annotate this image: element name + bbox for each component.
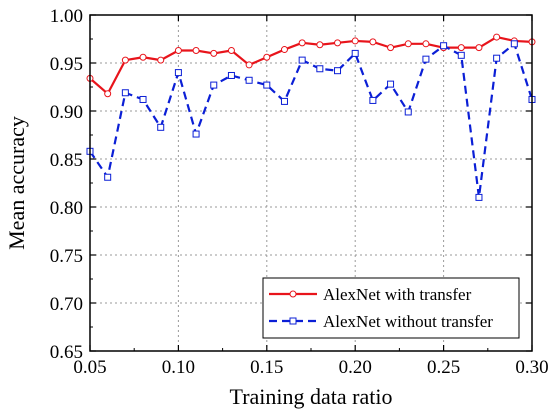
axis-ticks: 0.05 0.10 0.15 0.20 0.25 0.30 0.65 0.70 0.75 0.80… bbox=[50, 6, 549, 378]
data-point bbox=[457, 51, 465, 59]
series-layer bbox=[86, 33, 536, 201]
y-tick-label: 0.95 bbox=[50, 54, 83, 75]
data-point bbox=[263, 53, 271, 61]
legend-marker bbox=[289, 290, 297, 298]
data-point bbox=[387, 80, 395, 88]
data-point bbox=[280, 97, 288, 105]
data-point bbox=[404, 40, 412, 48]
data-point bbox=[475, 44, 483, 52]
data-point bbox=[404, 108, 412, 116]
y-tick-label: 0.70 bbox=[50, 294, 83, 315]
data-point bbox=[245, 61, 253, 69]
data-point bbox=[334, 39, 342, 47]
series-1 bbox=[86, 33, 536, 98]
data-point bbox=[457, 44, 465, 52]
data-point bbox=[139, 53, 147, 61]
x-tick-label: 0.15 bbox=[250, 357, 283, 378]
x-tick-label: 0.10 bbox=[162, 357, 195, 378]
data-point bbox=[121, 89, 129, 97]
x-tick-label: 0.30 bbox=[515, 357, 548, 378]
y-axis-label: Mean accuracy bbox=[4, 116, 29, 250]
data-point bbox=[139, 95, 147, 103]
legend-label: AlexNet with transfer bbox=[323, 285, 472, 304]
data-point bbox=[422, 55, 430, 63]
data-point bbox=[493, 33, 501, 41]
series-line bbox=[89, 35, 533, 95]
data-point bbox=[316, 65, 324, 73]
x-tick-label: 0.20 bbox=[339, 357, 372, 378]
data-point bbox=[227, 71, 235, 79]
data-point bbox=[227, 47, 235, 55]
legend: AlexNet with transfer AlexNet without tra… bbox=[262, 277, 520, 339]
data-point bbox=[210, 49, 218, 57]
data-point bbox=[440, 42, 448, 50]
y-tick-label: 1.00 bbox=[50, 6, 83, 27]
y-tick-label: 0.75 bbox=[50, 246, 83, 267]
data-point bbox=[316, 41, 324, 49]
data-point bbox=[298, 56, 306, 64]
data-point bbox=[493, 54, 501, 62]
data-point bbox=[121, 56, 129, 64]
data-point bbox=[104, 90, 112, 98]
y-tick-label: 0.80 bbox=[50, 198, 83, 219]
data-point bbox=[157, 56, 165, 64]
data-point bbox=[245, 76, 253, 84]
legend-label: AlexNet without transfer bbox=[323, 312, 493, 331]
y-tick-label: 0.85 bbox=[50, 150, 83, 171]
x-tick-label: 0.05 bbox=[73, 357, 106, 378]
data-point bbox=[210, 81, 218, 89]
data-point bbox=[351, 37, 359, 45]
data-point bbox=[369, 96, 377, 104]
data-point bbox=[387, 44, 395, 52]
series-2 bbox=[86, 40, 536, 201]
data-point bbox=[351, 49, 359, 57]
data-point bbox=[369, 38, 377, 46]
y-tick-label: 0.65 bbox=[50, 342, 83, 363]
data-point bbox=[174, 47, 182, 55]
data-point bbox=[280, 46, 288, 54]
x-axis-label: Training data ratio bbox=[230, 384, 393, 409]
data-point bbox=[475, 193, 483, 201]
x-tick-label: 0.25 bbox=[427, 357, 460, 378]
data-point bbox=[422, 40, 430, 48]
y-tick-label: 0.90 bbox=[50, 102, 83, 123]
data-point bbox=[192, 130, 200, 138]
legend-box bbox=[262, 277, 520, 339]
data-point bbox=[334, 67, 342, 75]
data-point bbox=[263, 81, 271, 89]
data-point bbox=[174, 69, 182, 77]
legend-marker bbox=[289, 317, 297, 325]
data-point bbox=[510, 40, 518, 48]
data-point bbox=[157, 123, 165, 131]
data-point bbox=[192, 47, 200, 55]
series-line bbox=[89, 42, 534, 199]
data-point bbox=[298, 39, 306, 47]
data-point bbox=[104, 173, 112, 181]
